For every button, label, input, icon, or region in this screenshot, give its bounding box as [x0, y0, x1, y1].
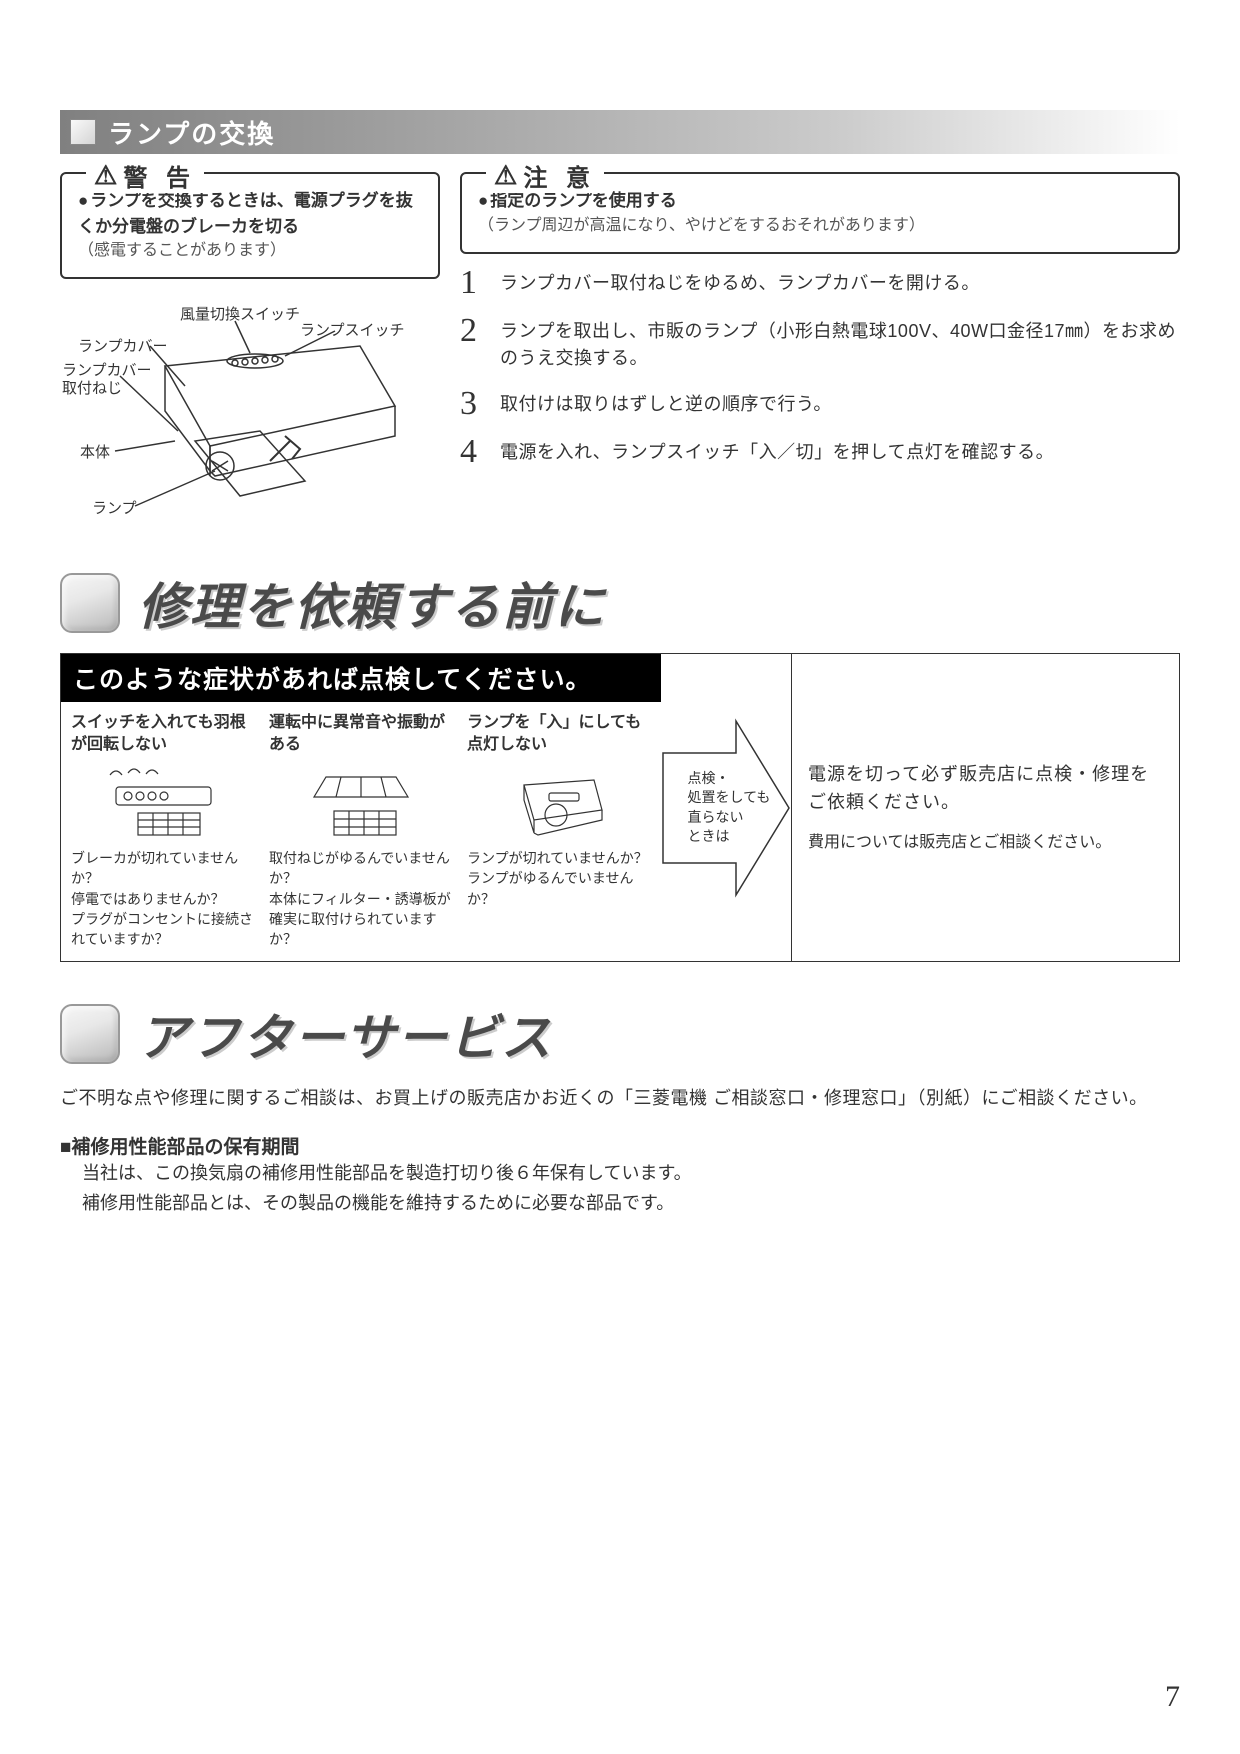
arrow-text: 点検・ 処置をしても 直らない ときは — [682, 769, 771, 847]
step-text: ランプカバー取付ねじをゆるめ、ランプカバーを開ける。 — [500, 266, 980, 298]
trouble-col: スイッチを入れても羽根が回転しない ブレーカが切れていませんか？ 停電ではありま… — [71, 712, 255, 949]
step-text: ランプを取出し、市販のランプ（小形白熱電球100V、40W口金径17㎜）をお求め… — [500, 314, 1180, 374]
label-lamp-switch: ランプスイッチ — [300, 319, 405, 340]
step-item: 2 ランプを取出し、市販のランプ（小形白熱電球100V、40W口金径17㎜）をお… — [460, 314, 1180, 374]
trouble-questions: ランプが切れていませんか？ ランプがゆるんでいませんか？ — [467, 848, 651, 909]
page-number: 7 — [1165, 1680, 1180, 1714]
warning-icon: ⚠ — [94, 160, 117, 191]
label-lamp: ランプ — [92, 497, 137, 518]
troubleshoot-box: このような症状があれば点検してください。 スイッチを入れても羽根が回転しない ブ… — [60, 653, 1180, 962]
warning-legend: ⚠ 警 告 — [86, 158, 204, 193]
advice-main: 電源を切って必ず販売店に点検・修理をご依頼ください。 — [808, 761, 1163, 817]
warning-note: （感電することがあります） — [78, 239, 422, 263]
label-lamp-cover-screw-2: 取付ねじ — [62, 377, 122, 398]
warning-legend-text: 警 告 — [123, 158, 196, 193]
step-text: 電源を入れ、ランプスイッチ「入／切」を押して点灯を確認する。 — [500, 435, 1054, 467]
warning-box: ⚠ 警 告 ランプを交換するときは、電源プラグを抜くか分電盤のブレーカを切る （… — [60, 172, 440, 279]
step-item: 4 電源を入れ、ランプスイッチ「入／切」を押して点灯を確認する。 — [460, 435, 1180, 469]
step-item: 3 取付けは取りはずしと逆の順序で行う。 — [460, 387, 1180, 421]
warning-bullet: ランプを交換するときは、電源プラグを抜くか分電盤のブレーカを切る — [78, 188, 422, 239]
step-number: 3 — [460, 387, 488, 421]
caution-legend-text: 注 意 — [523, 158, 596, 193]
trouble-title: ランプを「入」にしても点灯しない — [467, 712, 651, 758]
heading-repair: 修理を依頼する前に — [60, 567, 1180, 639]
caution-legend: ⚠ 注 意 — [486, 158, 604, 193]
heading-marker-icon — [60, 1004, 120, 1064]
troubleshoot-bar: このような症状があれば点検してください。 — [61, 654, 661, 702]
step-item: 1 ランプカバー取付ねじをゆるめ、ランプカバーを開ける。 — [460, 266, 1180, 300]
trouble-questions: ブレーカが切れていませんか？ 停電ではありませんか？ プラグがコンセントに接続さ… — [71, 848, 255, 949]
step-text: 取付けは取りはずしと逆の順序で行う。 — [500, 387, 832, 419]
steps-list: 1 ランプカバー取付ねじをゆるめ、ランプカバーを開ける。 2 ランプを取出し、市… — [460, 266, 1180, 470]
label-body: 本体 — [80, 441, 110, 462]
parts-subhead: 補修用性能部品の保有期間 — [60, 1132, 1180, 1159]
caution-note: （ランプ周辺が高温になり、やけどをするおそれがあります） — [478, 214, 1162, 238]
parts-body-1: 当社は、この換気扇の補修用性能部品を製造打切り後６年保有しています。 — [60, 1159, 1180, 1189]
lamp-section-row: ⚠ 警 告 ランプを交換するときは、電源プラグを抜くか分電盤のブレーカを切る （… — [60, 172, 1180, 531]
section-marker-icon — [70, 119, 96, 145]
trouble-title: 運転中に異常音や振動がある — [269, 712, 453, 758]
advice-cost: 費用については販売店とご相談ください。 — [808, 831, 1163, 855]
step-number: 1 — [460, 266, 488, 300]
label-lamp-cover: ランプカバー — [78, 335, 168, 356]
trouble-col: ランプを「入」にしても点灯しない ランプが切れていませんか？ ランプがゆるんでい… — [467, 712, 651, 949]
trouble-illustration — [71, 764, 255, 842]
step-number: 2 — [460, 314, 488, 348]
label-airflow-switch: 風量切換スイッチ — [180, 303, 300, 324]
parts-body-2: 補修用性能部品とは、その製品の機能を維持するために必要な部品です。 — [60, 1189, 1180, 1219]
afterservice-para: ご不明な点や修理に関するご相談は、お買上げの販売店かお近くの「三菱電機 ご相談窓… — [60, 1084, 1180, 1114]
trouble-illustration — [269, 764, 453, 842]
trouble-advice: 電源を切って必ず販売店に点検・修理をご依頼ください。 費用については販売店とご相… — [791, 654, 1179, 961]
trouble-arrow: 点検・ 処置をしても 直らない ときは — [661, 654, 791, 961]
trouble-questions: 取付ねじがゆるんでいませんか？ 本体にフィルター・誘導板が確実に取付けられていま… — [269, 848, 453, 949]
heading-repair-text: 修理を依頼する前に — [138, 567, 606, 639]
trouble-title: スイッチを入れても羽根が回転しない — [71, 712, 255, 758]
caution-icon: ⚠ — [494, 160, 517, 191]
heading-afterservice: アフターサービス — [60, 998, 1180, 1070]
heading-marker-icon — [60, 573, 120, 633]
section-title: ランプの交換 — [108, 114, 275, 151]
trouble-col: 運転中に異常音や振動がある 取付ねじがゆるんでいませんか？ 本体にフィルター・誘… — [269, 712, 453, 949]
section-header-lamp: ランプの交換 — [60, 110, 1180, 154]
lamp-diagram: 風量切換スイッチ ランプスイッチ ランプカバー ランプカバー 取付ねじ 本体 ラ… — [60, 291, 440, 531]
heading-afterservice-text: アフターサービス — [138, 998, 553, 1070]
caution-box: ⚠ 注 意 指定のランプを使用する （ランプ周辺が高温になり、やけどをするおそれ… — [460, 172, 1180, 254]
trouble-illustration — [467, 764, 651, 842]
step-number: 4 — [460, 435, 488, 469]
